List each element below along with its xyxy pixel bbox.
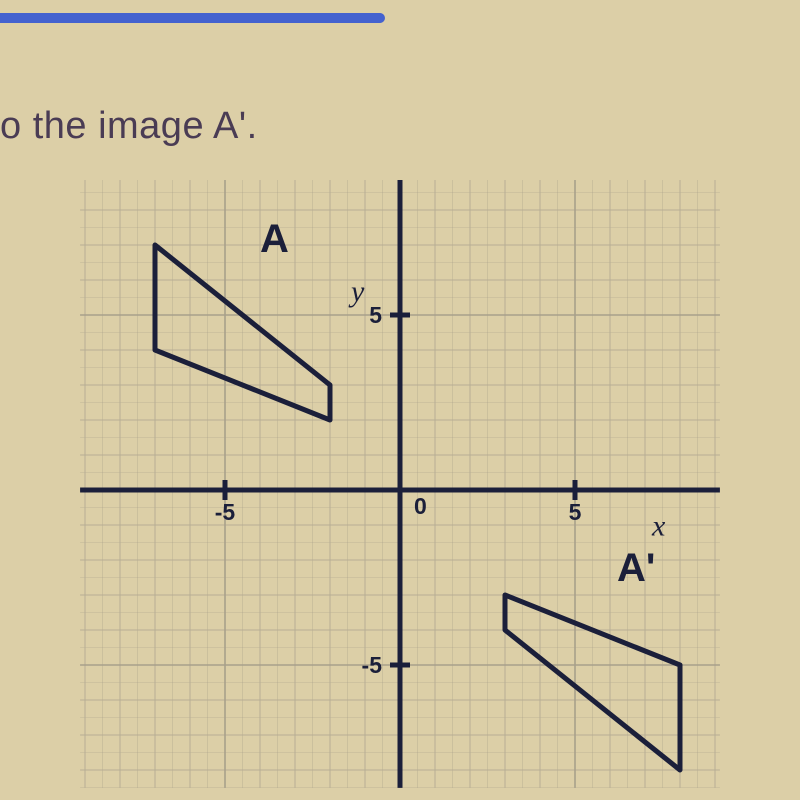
origin-label: 0 bbox=[414, 493, 427, 519]
x-tick-label: -5 bbox=[215, 499, 236, 525]
prompt-text: o the image A'. bbox=[0, 105, 258, 148]
y-tick-label: 5 bbox=[369, 302, 382, 328]
x-axis-label: x bbox=[651, 510, 666, 543]
x-tick-label: 5 bbox=[569, 499, 582, 525]
y-tick-label: -5 bbox=[362, 652, 383, 678]
y-axis-label: y bbox=[348, 275, 365, 308]
shape-a-label: A bbox=[260, 217, 289, 261]
shape-a-prime-label: A' bbox=[617, 546, 655, 590]
